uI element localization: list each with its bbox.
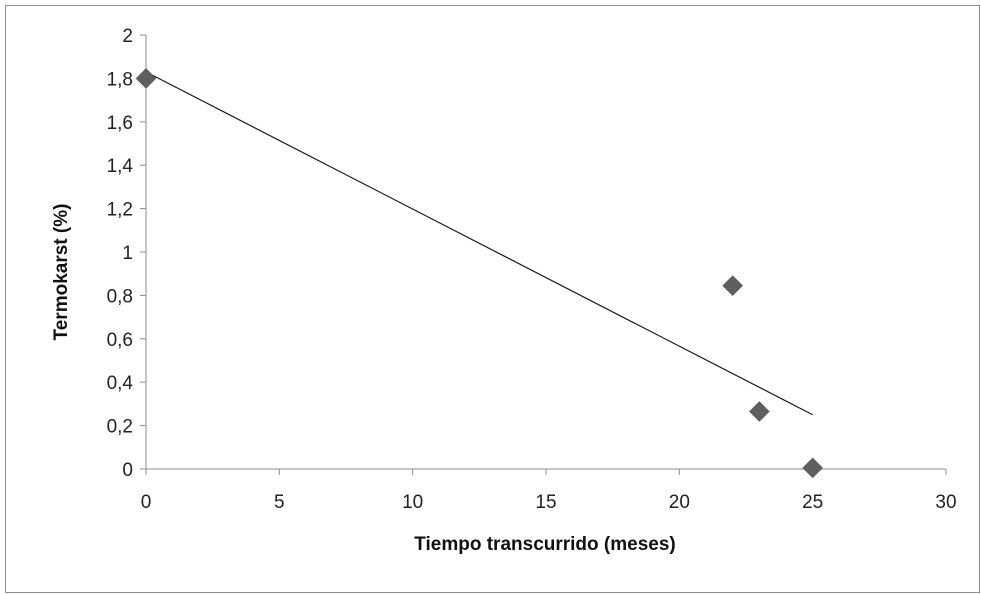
x-tick-label: 25 <box>802 492 823 513</box>
x-tick-label: 5 <box>274 492 285 513</box>
y-tick-label: 1,6 <box>107 113 133 134</box>
trendline <box>145 71 813 416</box>
y-tick-label: 0,6 <box>107 330 133 351</box>
data-point <box>802 457 824 479</box>
x-axis-ticks: 0 5 10 15 20 25 30 <box>141 469 957 513</box>
y-tick-label: 0 <box>122 460 133 481</box>
x-tick-label: 30 <box>935 492 956 513</box>
y-tick-label: 1,8 <box>107 69 133 90</box>
y-tick-label: 0,4 <box>107 373 134 394</box>
y-axis-title: Termokarst (%) <box>51 204 72 341</box>
y-tick-label: 1,4 <box>107 156 134 177</box>
chart-frame <box>5 5 980 593</box>
data-points <box>135 68 824 479</box>
x-tick-label: 20 <box>669 492 690 513</box>
y-tick-label: 2 <box>122 26 133 47</box>
y-axis-ticks: 0 0,2 0,4 0,6 0,8 1 1,2 1,4 1,6 1,8 2 <box>107 26 146 481</box>
x-tick-label: 0 <box>141 492 152 513</box>
data-point <box>748 401 770 422</box>
y-tick-label: 0,8 <box>107 286 133 307</box>
data-point <box>722 275 744 296</box>
y-tick-label: 1 <box>122 243 133 264</box>
x-tick-label: 10 <box>402 492 423 513</box>
y-tick-label: 1,2 <box>107 200 133 221</box>
x-tick-label: 15 <box>535 492 556 513</box>
x-axis-title: Tiempo transcurrido (meses) <box>414 534 676 555</box>
y-tick-label: 0,2 <box>107 417 133 438</box>
data-point <box>135 68 157 89</box>
